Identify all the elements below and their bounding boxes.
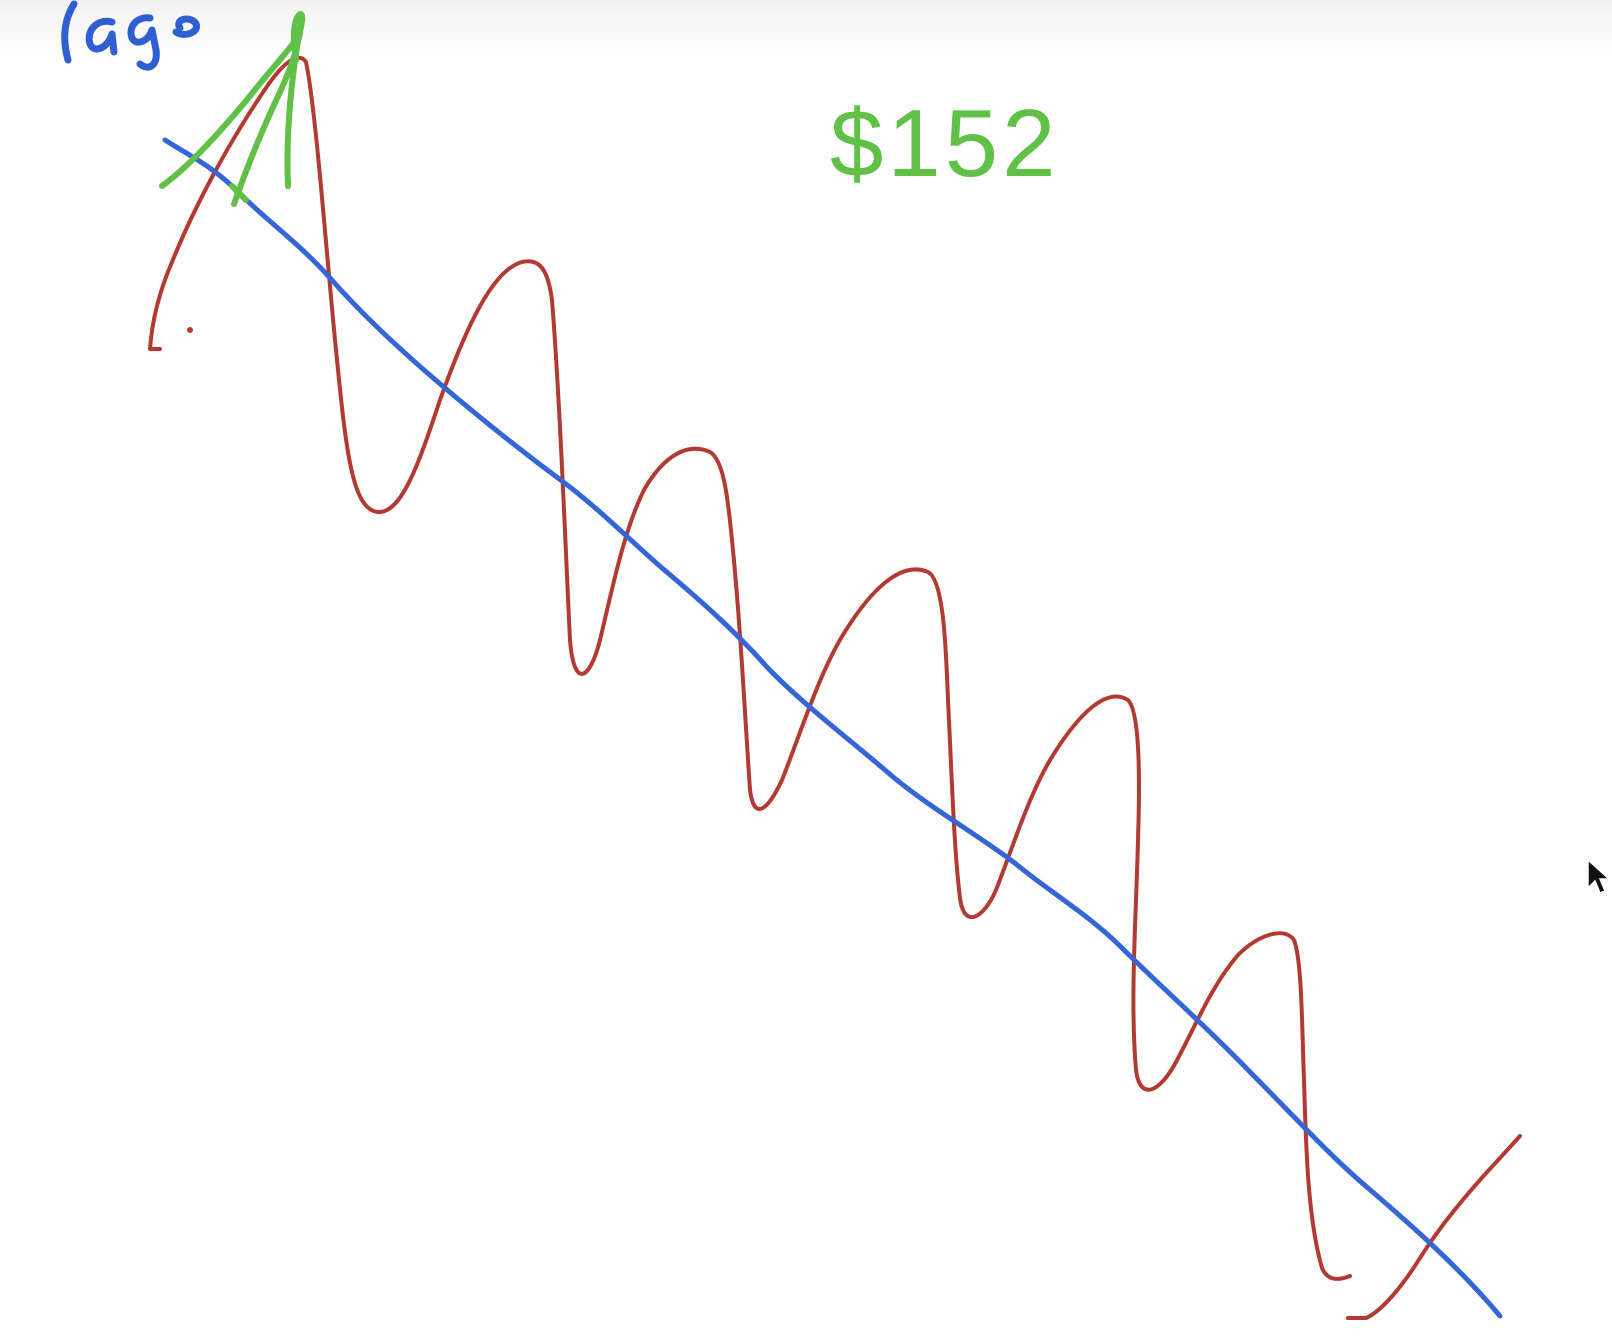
handwritten-word-top-left <box>61 0 201 71</box>
blue-trend-line <box>162 137 1503 1319</box>
red-price-wave <box>148 55 1352 1281</box>
price-annotation: $152 <box>830 90 1060 197</box>
small-dot-mark <box>187 327 193 333</box>
green-arrow-marks <box>159 11 306 207</box>
red-breakout-stroke <box>1346 1134 1522 1320</box>
top-edge-shadow <box>0 0 1612 58</box>
mouse-pointer-icon <box>1587 858 1611 894</box>
